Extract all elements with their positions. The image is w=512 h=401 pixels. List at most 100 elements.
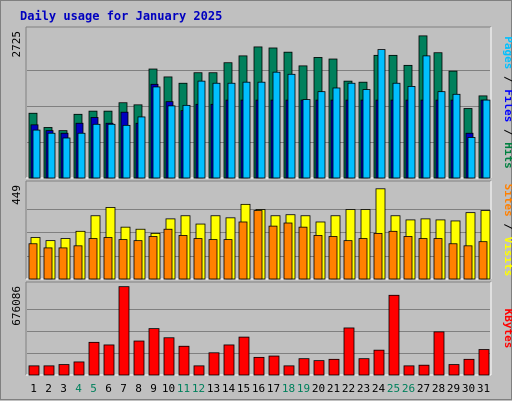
pages-bar <box>347 82 356 179</box>
x-tick-label: 4 <box>75 382 82 395</box>
sites-bar <box>133 240 143 280</box>
x-tick-label: 1 <box>30 382 37 395</box>
pages-bar <box>242 81 251 179</box>
kbytes-bar <box>208 352 220 376</box>
sites-bar <box>478 241 488 280</box>
sites-bar <box>328 236 338 280</box>
y-max-label-hits: 2725 <box>10 31 23 58</box>
pages-bar <box>137 116 146 179</box>
kbytes-bar <box>163 337 175 376</box>
sites-bar <box>448 243 458 280</box>
legend-entry: Files <box>502 89 512 122</box>
kbytes-bar <box>448 364 460 376</box>
pages-bar <box>467 137 476 179</box>
sites-bar <box>43 247 53 280</box>
legend-sites-visits: Sites / Visits <box>502 184 512 277</box>
kbytes-bar <box>73 361 85 376</box>
x-tick-label: 6 <box>105 382 112 395</box>
kbytes-bar <box>478 349 490 376</box>
kbytes-bar <box>298 358 310 376</box>
pages-bar <box>422 55 431 179</box>
x-tick-label: 9 <box>150 382 157 395</box>
sites-bar <box>373 232 383 280</box>
kbytes-bar <box>133 340 145 376</box>
x-tick-label: 25 <box>387 382 400 395</box>
kbytes-bar <box>358 358 370 376</box>
pages-bar <box>287 73 296 179</box>
pages-bar <box>152 86 161 179</box>
sites-bar <box>268 225 278 280</box>
kbytes-bar <box>253 356 265 376</box>
sites-bar <box>223 239 233 280</box>
pages-bar <box>362 89 371 179</box>
kbytes-bar <box>268 355 280 376</box>
pages-bar <box>122 124 131 179</box>
x-tick-label: 31 <box>477 382 490 395</box>
legend-entry: Hits <box>502 142 512 169</box>
sites-bar <box>118 239 128 280</box>
pages-bar <box>482 99 491 179</box>
kbytes-bar <box>58 364 70 376</box>
sites-bar <box>283 222 293 280</box>
sites-bar <box>418 238 428 280</box>
sites-bar <box>28 243 38 280</box>
pages-bar <box>272 71 281 179</box>
kbytes-bar <box>418 364 430 376</box>
x-tick-label: 22 <box>342 382 355 395</box>
kbytes-bar <box>103 344 115 376</box>
sites-bar <box>193 238 203 280</box>
kbytes-bar <box>178 345 190 376</box>
legend-entry: Sites <box>502 184 512 217</box>
kbytes-bar <box>343 327 355 376</box>
pages-bar <box>377 49 386 179</box>
x-tick-label: 26 <box>402 382 415 395</box>
chart-title: Daily usage for January 2025 <box>20 9 222 23</box>
pages-bar <box>107 123 116 179</box>
y-max-label-kbytes: 676086 <box>10 286 23 326</box>
legend-entry: Visits <box>502 237 512 277</box>
x-tick-label: 15 <box>237 382 250 395</box>
pages-bar <box>437 91 446 179</box>
kbytes-bar <box>388 294 400 376</box>
x-tick-label: 29 <box>447 382 460 395</box>
kbytes-bar <box>313 360 325 376</box>
sites-bar <box>313 235 323 280</box>
pages-bar <box>257 81 266 179</box>
x-tick-label: 3 <box>60 382 67 395</box>
x-tick-label: 23 <box>357 382 370 395</box>
kbytes-bar <box>43 365 55 376</box>
kbytes-bar <box>238 336 250 376</box>
x-tick-label: 10 <box>162 382 175 395</box>
kbytes-bar <box>28 365 40 376</box>
sites-bar <box>88 238 98 280</box>
kbytes-bar <box>223 344 235 376</box>
pages-bar <box>452 93 461 179</box>
kbytes-bar <box>283 365 295 376</box>
legend-entry: KBytes <box>502 309 512 349</box>
x-tick-label: 7 <box>120 382 127 395</box>
pages-bar <box>332 87 341 179</box>
sites-bar <box>433 238 443 280</box>
sites-bar <box>343 240 353 280</box>
sites-bar <box>178 235 188 280</box>
x-tick-label: 27 <box>417 382 430 395</box>
sites-bar <box>298 226 308 280</box>
x-tick-label: 13 <box>207 382 220 395</box>
x-tick-label: 2 <box>45 382 52 395</box>
x-tick-label: 12 <box>192 382 205 395</box>
x-tick-label: 20 <box>312 382 325 395</box>
sites-bar <box>163 228 173 280</box>
x-tick-label: 24 <box>372 382 386 395</box>
kbytes-bar <box>463 358 475 376</box>
sites-bar <box>73 245 83 280</box>
kbytes-bar <box>193 365 205 376</box>
x-tick-label: 17 <box>267 382 280 395</box>
pages-bar <box>317 91 326 179</box>
pages-bar <box>392 82 401 179</box>
sites-bar <box>403 236 413 280</box>
y-max-label-visits: 449 <box>10 185 23 205</box>
sites-bar <box>253 210 263 280</box>
kbytes-bar <box>148 328 160 376</box>
